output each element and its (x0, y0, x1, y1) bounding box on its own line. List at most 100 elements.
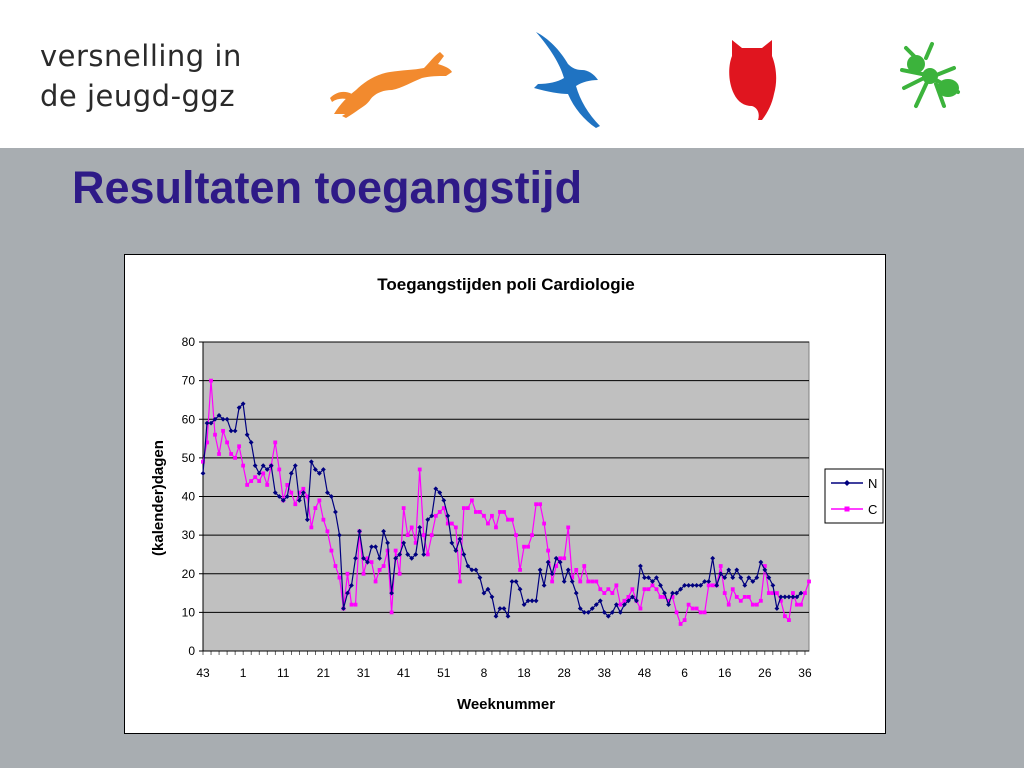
data-point-N (565, 567, 571, 573)
data-point-N (561, 579, 567, 584)
data-point-C (594, 579, 599, 584)
data-point-N (417, 525, 423, 530)
series-N (200, 401, 804, 619)
data-point-C (734, 595, 739, 599)
data-point-C (377, 567, 382, 572)
data-point-C (393, 548, 398, 553)
data-point-N (349, 582, 354, 588)
data-point-N (264, 467, 270, 472)
data-point-C (710, 583, 715, 588)
legend: NC (824, 468, 884, 524)
data-point-C (461, 506, 466, 510)
data-point-N (766, 575, 772, 581)
data-point-N (593, 602, 599, 608)
x-tick-label: 48 (638, 666, 652, 680)
data-point-N (638, 563, 643, 569)
data-point-C (321, 517, 326, 522)
data-point-C (514, 533, 518, 538)
data-point-C (698, 610, 703, 615)
data-point-C (803, 591, 807, 595)
data-point-C (662, 595, 667, 599)
data-point-C (598, 587, 603, 592)
data-point-C (586, 579, 591, 584)
data-point-N (493, 613, 499, 619)
x-tick-label: 38 (598, 666, 612, 680)
data-point-C (353, 602, 358, 607)
data-point-N (312, 467, 318, 472)
data-point-N (646, 575, 651, 581)
data-point-C (417, 467, 422, 472)
data-point-C (490, 513, 494, 518)
data-point-C (738, 598, 743, 603)
y-axis: 0 10 20 30 40 50 60 70 80 (182, 335, 204, 658)
data-point-C (305, 494, 310, 499)
data-point-N (730, 575, 736, 581)
data-point-N (517, 586, 523, 592)
data-point-C (602, 591, 607, 595)
data-point-N (325, 490, 330, 496)
data-point-N (240, 401, 246, 407)
data-point-N (569, 579, 575, 584)
x-tick-label: 1 (240, 666, 247, 680)
data-point-N (296, 497, 302, 503)
data-point-C (229, 452, 233, 456)
data-point-C (409, 525, 414, 530)
data-point-C (293, 502, 298, 507)
data-point-N (670, 590, 675, 596)
data-point-C (770, 591, 775, 595)
data-point-C (606, 587, 611, 592)
data-point-C (498, 510, 502, 514)
data-point-C (742, 595, 747, 599)
data-point-C (225, 440, 229, 445)
data-point-C (213, 432, 217, 437)
data-point-C (787, 618, 791, 622)
data-point-C (754, 602, 759, 607)
data-point-N (477, 575, 483, 581)
data-point-C (221, 428, 225, 433)
data-point-C (666, 598, 671, 603)
data-point-N (272, 490, 278, 496)
data-point-C (329, 548, 334, 553)
data-point-C (582, 564, 587, 568)
data-point-C (317, 498, 322, 503)
data-point-C (401, 506, 406, 510)
y-tick-label: 10 (182, 605, 196, 619)
data-point-C (566, 525, 571, 530)
data-point-N (248, 440, 254, 445)
data-point-N (678, 586, 683, 592)
data-point-N (734, 567, 740, 573)
data-point-C (678, 622, 683, 626)
data-point-N (373, 544, 378, 550)
data-point-N (621, 602, 627, 608)
legend-marker-C (844, 506, 850, 512)
x-tick-label: 8 (481, 666, 488, 680)
data-point-N (228, 428, 234, 434)
data-point-N (509, 579, 515, 584)
x-tick-label: 16 (718, 666, 732, 680)
data-point-C (610, 591, 615, 595)
data-point-C (457, 579, 462, 584)
data-point-N (260, 463, 266, 468)
data-point-N (553, 555, 559, 561)
data-point-C (554, 564, 559, 568)
data-point-N (381, 528, 386, 534)
data-point-C (337, 575, 342, 580)
data-point-N (601, 609, 607, 615)
data-point-N (244, 432, 250, 438)
data-point-N (425, 517, 431, 523)
data-point-C (453, 525, 458, 530)
data-point-N (634, 598, 639, 604)
data-point-N (413, 552, 419, 557)
data-point-N (401, 540, 407, 546)
data-point-N (617, 609, 623, 615)
x-tick-label: 31 (357, 666, 371, 680)
data-point-N (513, 579, 519, 584)
data-point-N (754, 575, 760, 581)
data-point-C (245, 483, 250, 487)
data-point-C (389, 610, 394, 615)
data-point-N (798, 590, 804, 596)
data-point-C (385, 548, 390, 553)
data-point-N (485, 586, 491, 592)
data-point-C (437, 510, 442, 514)
data-point-N (316, 470, 322, 476)
